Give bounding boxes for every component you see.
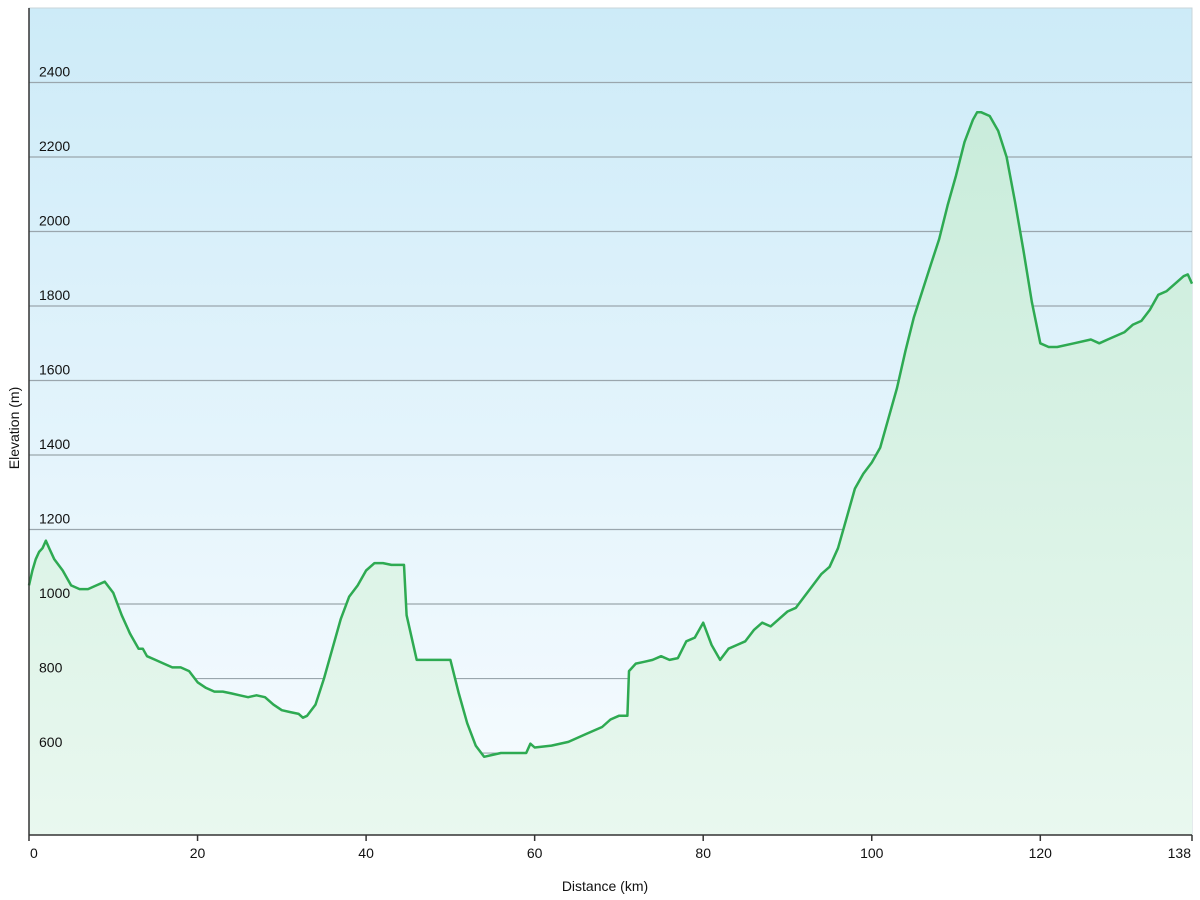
x-tick-label: 100 [860, 845, 884, 861]
x-tick-label: 120 [1029, 845, 1053, 861]
y-tick-label: 1200 [39, 511, 70, 527]
x-tick-label: 60 [527, 845, 543, 861]
y-tick-label: 600 [39, 734, 63, 750]
x-tick-label: 40 [358, 845, 374, 861]
elevation-area [29, 112, 1192, 836]
y-tick-labels: 600 800 1000 1200 1400 1600 1800 2000 2200 2400 [39, 64, 70, 751]
x-tick-labels: 0 20 40 60 80 100 120 138 [30, 845, 1191, 861]
x-tick-label: 20 [190, 845, 206, 861]
y-tick-label: 1000 [39, 585, 70, 601]
axes [28, 8, 1193, 841]
y-axis-title: Elevation (m) [6, 387, 22, 469]
x-tick-label: 138 [1168, 845, 1192, 861]
y-tick-label: 2200 [39, 138, 70, 154]
y-tick-label: 1800 [39, 287, 70, 303]
x-axis-title: Distance (km) [562, 878, 648, 894]
y-tick-label: 2400 [39, 64, 70, 80]
elevation-line [27, 111, 1194, 759]
x-tick-label: 80 [695, 845, 711, 861]
y-tick-label: 2000 [39, 213, 70, 229]
y-tick-label: 1400 [39, 436, 70, 452]
x-tick-label: 0 [30, 845, 38, 861]
y-tick-label: 800 [39, 660, 63, 676]
y-tick-label: 1600 [39, 362, 70, 378]
